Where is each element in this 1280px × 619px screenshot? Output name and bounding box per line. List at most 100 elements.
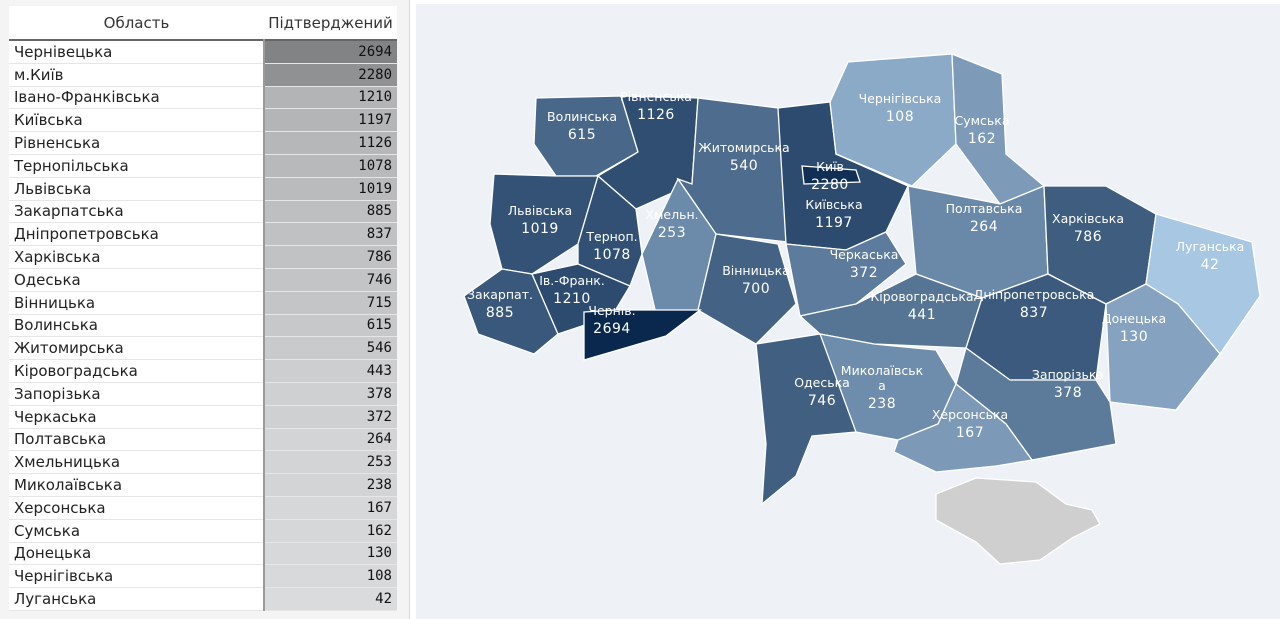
map-region-value: 540 <box>730 158 758 174</box>
ukraine-map-panel: Волинська 615 Рівненська 1126 Житомирська 540… <box>416 4 1280 619</box>
confirmed-value-cell: 167 <box>264 496 397 520</box>
map-region-value: 253 <box>658 225 686 241</box>
map-region-value: 746 <box>808 393 836 409</box>
map-region-label: Дніпропетровська <box>974 287 1095 302</box>
map-region-label: Терноп. <box>585 229 637 244</box>
region-name-cell: Закарпатська <box>9 200 265 224</box>
map-region-value: 786 <box>1074 229 1102 245</box>
table-row[interactable]: Київська 1197 <box>9 108 397 133</box>
region-name-cell: Херсонська <box>9 496 265 520</box>
column-header-region[interactable]: Область <box>9 6 264 40</box>
map-region-label: Полтавська <box>946 201 1023 216</box>
region-name-cell: Хмельницька <box>9 450 265 475</box>
map-region-value: 837 <box>1020 305 1048 321</box>
confirmed-value-cell: 715 <box>264 291 397 315</box>
table-row[interactable]: Івано-Франківська 1210 <box>9 86 397 110</box>
map-region[interactable] <box>951 53 1046 205</box>
region-name-cell: Кіровоградська <box>9 359 265 383</box>
map-region-label: Одеська <box>794 375 850 390</box>
map-region[interactable] <box>489 173 599 275</box>
table-row[interactable]: Львівська 1019 <box>9 177 397 201</box>
region-name-cell: Харківська <box>9 245 265 269</box>
map-region-value: 441 <box>908 307 936 323</box>
map-region-label: Житомирська <box>698 140 789 155</box>
table-body: Чернівецька 2694 м.Київ 2280 Івано-Франківсь… <box>9 38 397 611</box>
map-region-value: 615 <box>568 127 596 143</box>
table-row[interactable]: Кіровоградська 443 <box>9 359 397 383</box>
confirmed-value-cell: 162 <box>264 519 397 543</box>
confirmed-value-cell: 130 <box>264 542 397 566</box>
table-row[interactable]: Харківська 786 <box>9 245 397 269</box>
table-row[interactable]: Хмельницька 253 <box>9 450 397 475</box>
map-region-label: Херсонська <box>932 407 1008 422</box>
table-row[interactable]: Житомирська 546 <box>9 336 397 361</box>
map-region-value: 1078 <box>593 247 631 263</box>
table-row[interactable]: м.Київ 2280 <box>9 63 397 87</box>
table-row[interactable]: Сумська 162 <box>9 519 397 543</box>
table-row[interactable]: Полтавська 264 <box>9 428 397 452</box>
map-region-label: Черкаська <box>830 247 899 262</box>
region-name-cell: Миколаївська <box>9 473 265 497</box>
map-region-value: 700 <box>742 281 770 297</box>
map-region-label: Волинська <box>547 109 617 124</box>
table-row[interactable]: Херсонська 167 <box>9 496 397 520</box>
region-table-panel: Область Підтверджений Чернівецька 2694 м.К… <box>0 0 410 619</box>
table-row[interactable]: Тернопільська 1078 <box>9 154 397 178</box>
table-row[interactable]: Закарпатська 885 <box>9 200 397 224</box>
confirmed-value-cell: 238 <box>264 473 397 497</box>
map-region-label: Кіровоградська <box>870 289 973 304</box>
table-row[interactable]: Волинська 615 <box>9 314 397 338</box>
confirmed-value-cell: 253 <box>264 450 397 475</box>
confirmed-value-cell: 1210 <box>264 86 397 110</box>
map-region-value: 238 <box>868 396 896 412</box>
region-name-cell: Чернігівська <box>9 564 265 589</box>
table-row[interactable]: Миколаївська 238 <box>9 473 397 497</box>
table-row[interactable]: Дніпропетровська 837 <box>9 222 397 247</box>
map-region-label: Рівненська <box>620 89 692 104</box>
cases-table: Область Підтверджений Чернівецька 2694 м.К… <box>9 6 397 611</box>
map-region[interactable] <box>697 233 797 345</box>
table-row[interactable]: Луганська 42 <box>9 587 397 611</box>
region-name-cell: Одеська <box>9 268 265 292</box>
map-region-value: 1019 <box>521 221 559 237</box>
map-region-value: 1210 <box>553 291 591 307</box>
map-region-label: Сумська <box>954 113 1009 128</box>
confirmed-value-cell: 546 <box>264 336 397 361</box>
confirmed-value-cell: 1078 <box>264 154 397 178</box>
map-region-value: 378 <box>1054 385 1082 401</box>
map-region-label: Харківська <box>1052 211 1124 226</box>
map-region-value: 2280 <box>811 177 849 193</box>
map-region-value: 264 <box>970 219 998 235</box>
confirmed-value-cell: 443 <box>264 359 397 383</box>
region-name-cell: м.Київ <box>9 63 265 87</box>
table-row[interactable]: Донецька 130 <box>9 542 397 566</box>
region-name-cell: Волинська <box>9 314 265 338</box>
map-region-label: Вінницька <box>722 263 790 278</box>
map-region-value: 1126 <box>637 107 675 123</box>
map-region-value: 130 <box>1120 329 1148 345</box>
map-region[interactable] <box>583 309 702 361</box>
region-name-cell: Сумська <box>9 519 265 543</box>
table-row[interactable]: Одеська 746 <box>9 268 397 292</box>
column-header-confirmed[interactable]: Підтверджений <box>264 6 397 40</box>
table-row[interactable]: Черкаська 372 <box>9 405 397 429</box>
region-name-cell: Рівненська <box>9 131 265 155</box>
table-row[interactable]: Рівненська 1126 <box>9 131 397 155</box>
table-row[interactable]: Чернігівська 108 <box>9 564 397 589</box>
table-row[interactable]: Запорізька 378 <box>9 382 397 406</box>
confirmed-value-cell: 372 <box>264 405 397 429</box>
region-name-cell: Полтавська <box>9 428 265 452</box>
map-region-value: 1197 <box>815 215 853 231</box>
map-region-label: Закарпат. <box>467 287 533 302</box>
map-region-value: 885 <box>486 305 514 321</box>
map-region[interactable] <box>893 382 1034 473</box>
region-name-cell: Черкаська <box>9 405 265 429</box>
map-region-value: 162 <box>968 131 996 147</box>
table-row[interactable]: Чернівецька 2694 <box>9 38 397 64</box>
map-region-label: Миколаївськ а <box>841 363 924 393</box>
region-name-cell: Вінницька <box>9 291 265 315</box>
map-region-label: Луганська <box>1176 239 1245 254</box>
table-row[interactable]: Вінницька 715 <box>9 291 397 315</box>
map-region-value: 108 <box>886 109 914 125</box>
map-region-kyiv-city[interactable] <box>801 165 861 185</box>
